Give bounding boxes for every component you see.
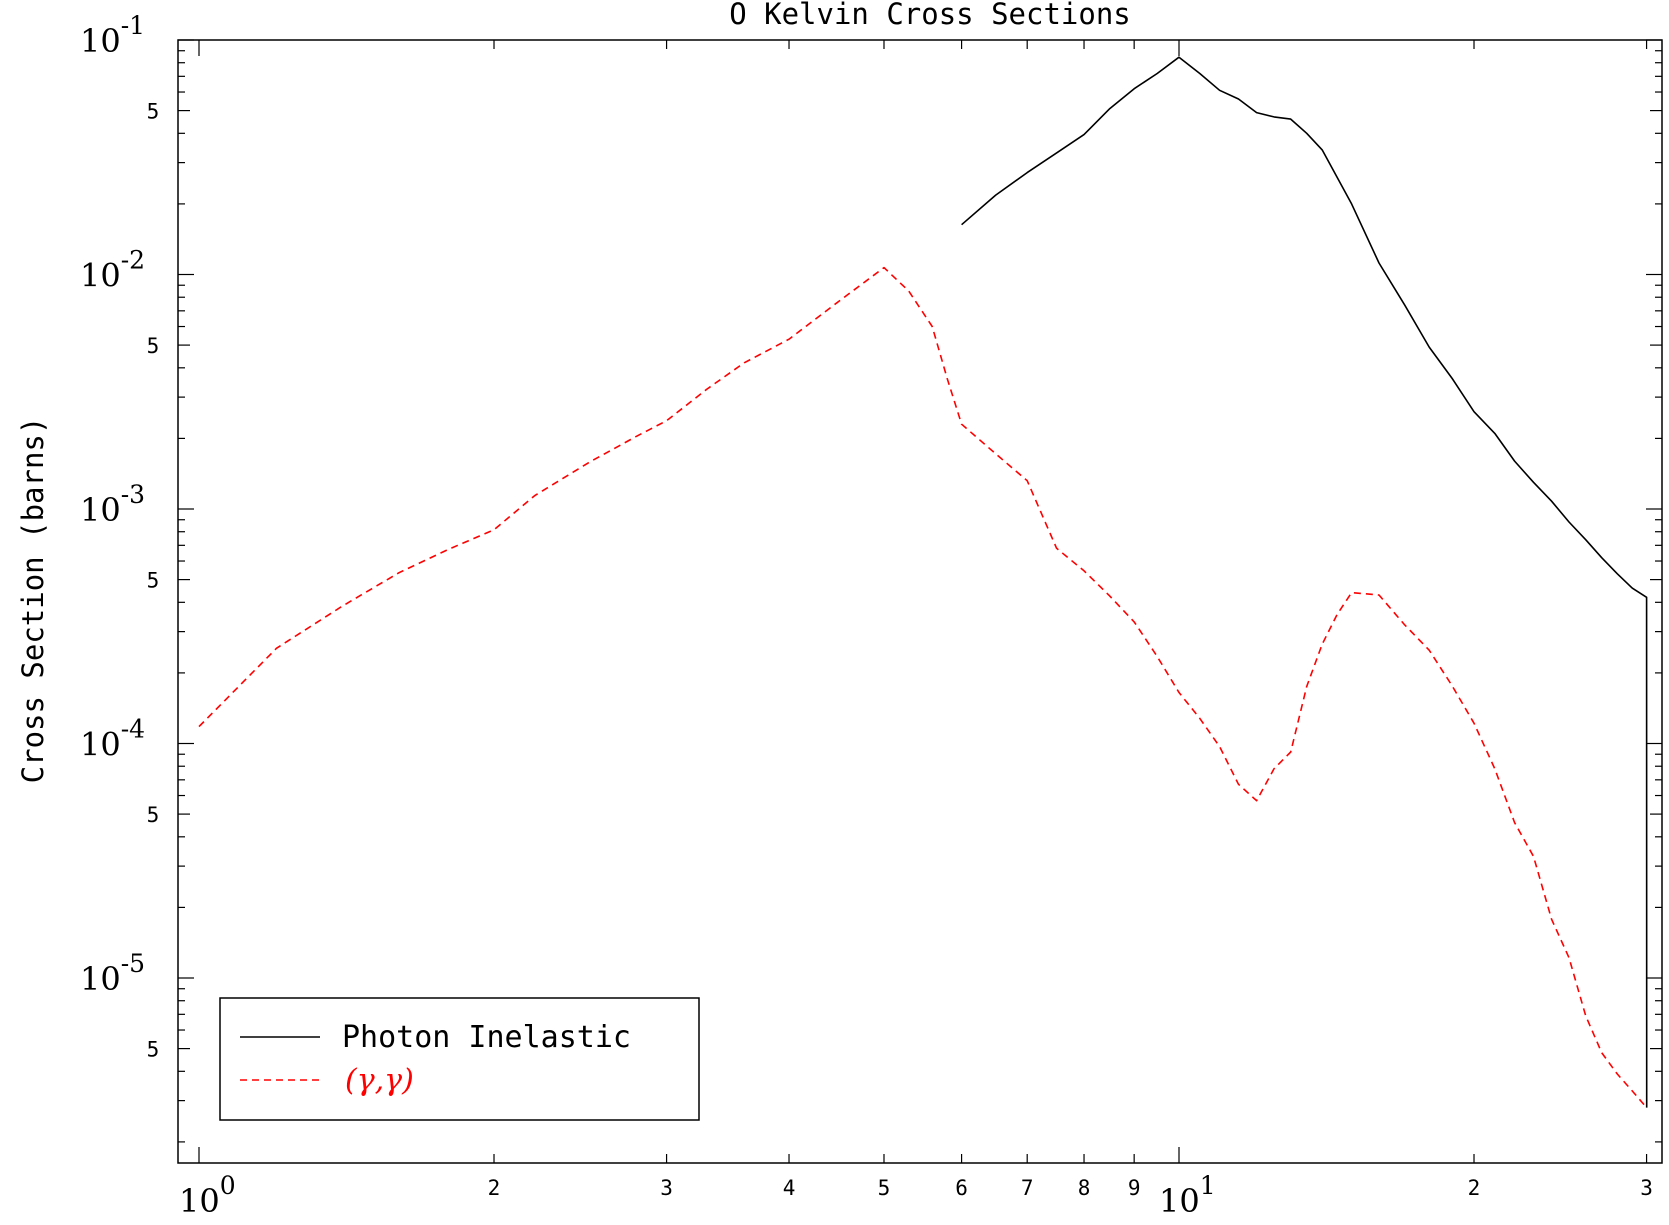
series-line-photon-inelastic	[961, 56, 1648, 1108]
x-axis-ticks	[198, 40, 1648, 1163]
legend-box	[219, 997, 700, 1121]
x-tick-label-exponent: 0	[220, 1171, 236, 1200]
x-tick-label-minor: 3	[660, 1176, 673, 1200]
y-tick-label-minor: 5	[147, 100, 160, 124]
y-tick-label-minor: 5	[147, 803, 160, 827]
series-line-gamma-gamma	[198, 266, 1648, 1109]
legend-label-gamma-gamma: (γ,γ)	[345, 1063, 414, 1098]
x-tick-label-minor: 9	[1128, 1176, 1141, 1200]
y-tick-label-minor: 5	[147, 569, 160, 593]
series-layer	[198, 56, 1648, 1109]
x-tick-label-minor: 2	[1468, 1176, 1481, 1200]
y-tick-label-exponent: -1	[121, 11, 145, 40]
y-tick-label-minor: 5	[147, 334, 160, 358]
chart-title: O Kelvin Cross Sections	[729, 0, 1131, 31]
x-tick-label-minor: 2	[488, 1176, 501, 1200]
y-tick-label-minor: 5	[147, 1038, 160, 1062]
legend: Photon Inelastic (γ,γ)	[219, 997, 700, 1121]
plot-frame	[177, 39, 1663, 1164]
y-tick-label-exponent: -2	[121, 246, 145, 275]
x-tick-label-minor: 6	[955, 1176, 968, 1200]
y-tick-label-exponent: -3	[121, 480, 145, 509]
x-tick-label-exponent: 1	[1200, 1171, 1216, 1200]
y-tick-label-exponent: -4	[121, 715, 145, 744]
y-axis-label: Cross Section (barns)	[16, 417, 50, 784]
x-tick-label-minor: 3	[1640, 1176, 1653, 1200]
x-tick-label-minor: 5	[878, 1176, 891, 1200]
y-tick-label-exponent: -5	[121, 949, 145, 978]
x-tick-label-minor: 4	[783, 1176, 796, 1200]
x-tick-label-minor: 7	[1021, 1176, 1034, 1200]
legend-label-photon-inelastic: Photon Inelastic	[342, 1020, 631, 1055]
x-tick-label-minor: 8	[1078, 1176, 1091, 1200]
y-axis-ticks	[178, 39, 1662, 1143]
